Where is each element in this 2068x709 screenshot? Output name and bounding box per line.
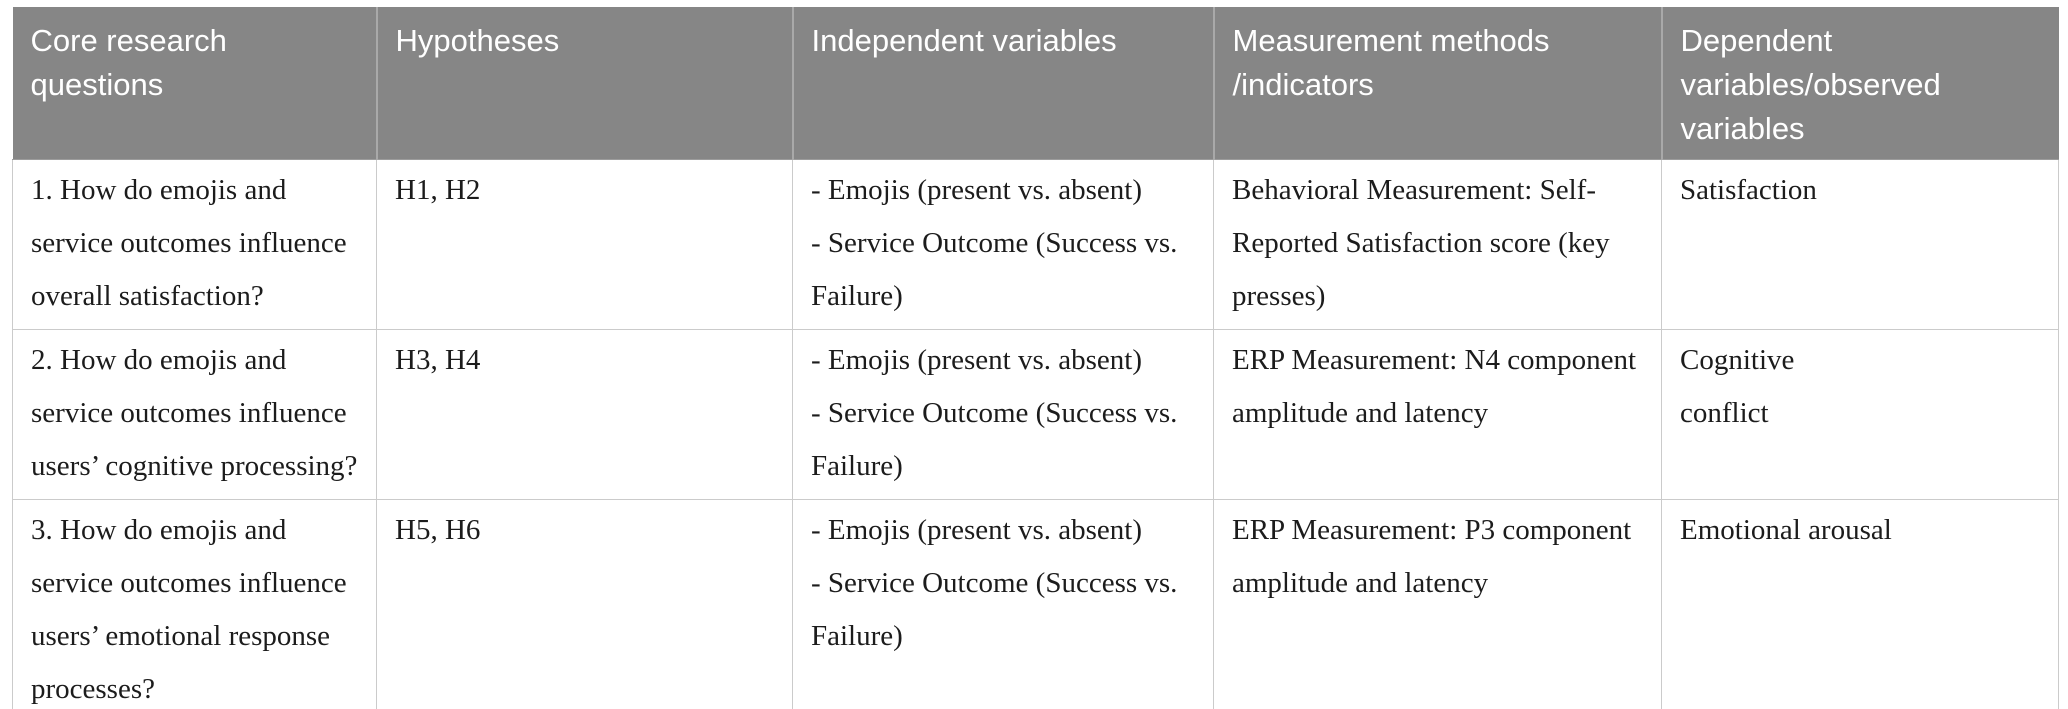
table-row-3: 3. How do emojis and service outcomes in…: [12, 499, 2059, 709]
header-measurement-methods: Measurement methods /indicators: [1213, 7, 1663, 160]
cell-r2-dependent-variable: Cognitive conflict: [1661, 329, 2059, 500]
research-design-table: Core research questions Hypotheses Indep…: [12, 7, 2059, 709]
table-row-2: 2. How do emojis and service outcomes in…: [12, 329, 2059, 500]
header-independent-variables: Independent variables: [792, 7, 1215, 160]
cell-r1-hypotheses: H1, H2: [376, 159, 793, 330]
cell-r2-hypotheses: H3, H4: [376, 329, 793, 500]
cell-r3-independent-variables: - Emojis (present vs. absent) - Service …: [792, 499, 1214, 709]
cell-r1-research-question: 1. How do emojis and service outcomes in…: [12, 159, 377, 330]
cell-r2-research-question: 2. How do emojis and service outcomes in…: [12, 329, 377, 500]
header-row: Core research questions Hypotheses Indep…: [12, 7, 2059, 160]
cell-r3-research-question: 3. How do emojis and service outcomes in…: [12, 499, 377, 709]
cell-r3-dependent-variable: Emotional arousal: [1661, 499, 2059, 709]
header-hypotheses: Hypotheses: [376, 7, 794, 160]
cell-r1-independent-variables: - Emojis (present vs. absent) - Service …: [792, 159, 1214, 330]
cell-r1-measurement-method: Behavioral Measurement: Self- Reported S…: [1213, 159, 1662, 330]
cell-r2-measurement-method: ERP Measurement: N4 component amplitude …: [1213, 329, 1662, 500]
cell-r3-measurement-method: ERP Measurement: P3 component amplitude …: [1213, 499, 1662, 709]
cell-r1-dependent-variable: Satisfaction: [1661, 159, 2059, 330]
cell-r3-hypotheses: H5, H6: [376, 499, 793, 709]
header-dependent-variables: Dependent variables/observed variables: [1661, 7, 2059, 160]
cell-r2-independent-variables: - Emojis (present vs. absent) - Service …: [792, 329, 1214, 500]
header-core-research-questions: Core research questions: [12, 7, 378, 160]
table-row-1: 1. How do emojis and service outcomes in…: [12, 159, 2059, 330]
